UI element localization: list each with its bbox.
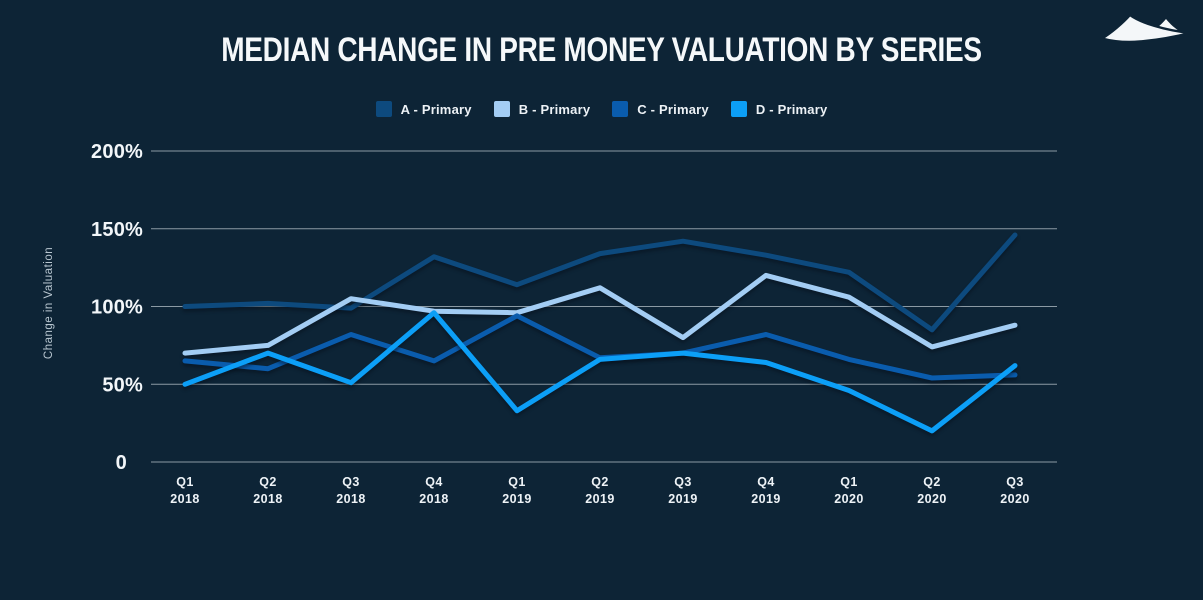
x-tick-label: Q3 2020 (1000, 475, 1029, 506)
legend-item-c-primary[interactable]: C - Primary (612, 101, 709, 117)
legend-item-a-primary[interactable]: A - Primary (375, 101, 472, 117)
mountain-dunes-icon (1102, 14, 1191, 44)
x-tick-label: Q2 2018 (253, 475, 282, 506)
legend-label: A - Primary (400, 101, 472, 117)
legend-swatch-icon (730, 101, 747, 117)
x-tick-label: Q2 2019 (585, 475, 614, 506)
x-tick-label: Q3 2018 (336, 475, 365, 506)
y-tick-label: 150% (91, 219, 143, 241)
legend-swatch-icon (375, 101, 392, 117)
x-tick-label: Q2 2020 (917, 475, 946, 506)
legend-label: C - Primary (637, 101, 709, 117)
y-tick-label: 0 (116, 452, 127, 474)
legend-swatch-icon (493, 101, 510, 117)
y-tick-label: 100% (91, 297, 143, 319)
series-line-a-primary (182, 232, 1018, 333)
legend-label: D - Primary (755, 101, 828, 117)
series-line-d-primary (182, 310, 1018, 434)
legend: A - Primary B - Primary C - Primary D - Pri… (0, 101, 1203, 117)
x-tick-label: Q4 2018 (419, 475, 448, 506)
y-axis-title: Change in Valuation (43, 247, 55, 359)
x-tick-label: Q1 2019 (502, 475, 531, 506)
x-tick-label: Q3 2019 (668, 475, 697, 506)
legend-item-b-primary[interactable]: B - Primary (493, 101, 591, 117)
x-tick-label: Q4 2019 (751, 475, 780, 506)
page-title: MEDIAN CHANGE IN PRE MONEY VALUATION BY … (221, 30, 982, 69)
x-tick-label: Q1 2020 (834, 475, 863, 506)
legend-label: B - Primary (518, 101, 591, 117)
x-tick-label: Q1 2018 (170, 475, 199, 506)
legend-item-d-primary[interactable]: D - Primary (730, 101, 828, 117)
legend-swatch-icon (612, 101, 629, 117)
y-tick-label: 200% (91, 141, 143, 163)
series-line-b-primary (182, 272, 1018, 356)
y-tick-label: 50% (102, 374, 143, 396)
